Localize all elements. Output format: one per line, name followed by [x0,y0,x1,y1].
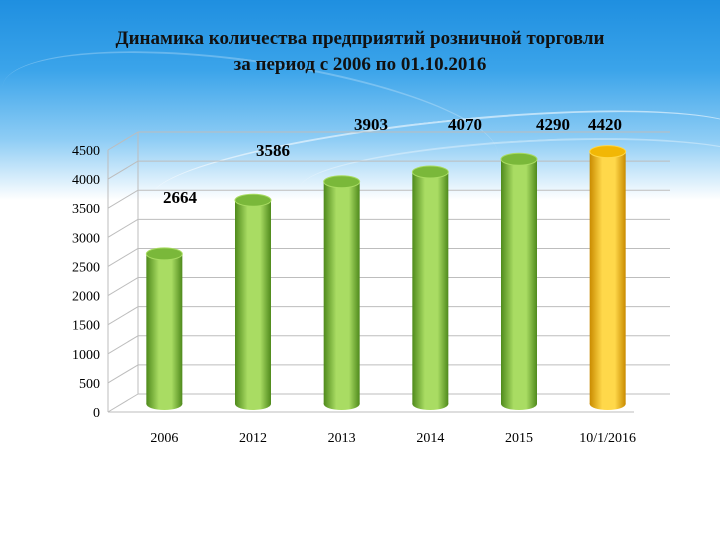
chart-title: Динамика количества предприятий рознично… [40,26,680,78]
y-tick-label: 1000 [72,348,100,363]
data-label: 3903 [354,115,388,134]
data-label: 4070 [448,115,482,134]
bar-top [411,165,449,179]
gridline-connector [107,160,139,180]
y-tick-label: 3000 [72,231,100,246]
bar [235,200,271,404]
bar [501,159,537,404]
y-tick-label: 0 [93,406,100,421]
bar-top [145,247,183,261]
chart-title-line-2: за период с 2006 по 01.10.2016 [233,54,487,75]
gridline-connector [107,218,139,238]
x-category-label: 2015 [505,431,533,446]
data-label: 3586 [256,141,290,160]
x-category-label: 2013 [328,431,356,446]
bar [146,253,183,404]
y-tick-label: 2000 [72,290,100,305]
gridline-connector [107,189,139,209]
bar-top [234,193,272,207]
y-tick-label: 3500 [72,202,100,217]
gridline-connector [107,335,139,355]
bar-top [589,145,627,159]
data-label: 4420 [588,115,622,134]
data-label: 4290 [536,115,570,134]
y-tick-label: 500 [79,377,100,392]
y-tick-label: 1500 [72,319,100,334]
y-tick-label: 2500 [72,260,100,275]
bar [412,172,449,404]
gridline-connector [107,277,139,296]
bar [323,181,360,404]
gridline-connector [107,393,139,413]
bar-top [500,152,538,166]
bar [589,151,626,404]
bar-top [323,175,361,189]
gridline-connector [107,248,139,267]
x-category-label: 2012 [239,431,267,446]
gridline-connector [107,306,139,326]
y-tick-label: 4000 [72,173,100,188]
gridline-connector [107,364,139,384]
chart-title-line-1: Динамика количества предприятий рознично… [115,28,605,49]
x-category-label: 10/1/2016 [579,431,636,446]
x-category-label: 2014 [416,431,444,446]
gridline-connector [107,131,139,151]
y-tick-label: 4500 [72,144,100,159]
x-category-label: 2006 [150,431,178,446]
data-label: 2664 [163,188,198,207]
